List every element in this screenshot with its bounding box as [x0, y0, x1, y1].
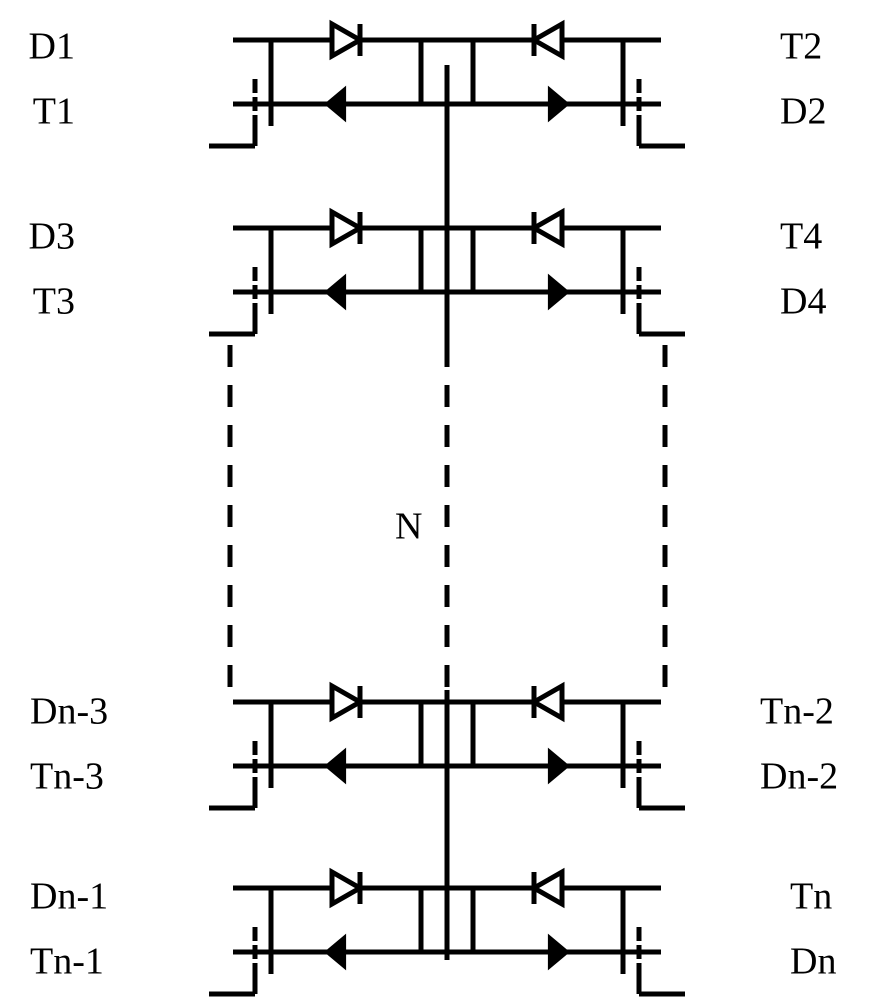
svg-text:D1: D1	[29, 26, 75, 68]
svg-text:Dn-2: Dn-2	[760, 756, 838, 798]
svg-text:Tn-1: Tn-1	[30, 941, 104, 983]
svg-text:T1: T1	[33, 91, 75, 133]
svg-text:D4: D4	[780, 281, 826, 323]
svg-text:T2: T2	[780, 26, 822, 68]
svg-text:N: N	[395, 506, 422, 548]
svg-text:D2: D2	[780, 91, 826, 133]
svg-text:T4: T4	[780, 216, 822, 258]
svg-text:Tn-2: Tn-2	[760, 691, 834, 733]
svg-text:Tn-3: Tn-3	[30, 756, 104, 798]
svg-text:Dn-1: Dn-1	[30, 876, 108, 918]
svg-text:Dn: Dn	[790, 941, 836, 983]
svg-text:T3: T3	[33, 281, 75, 323]
svg-text:Dn-3: Dn-3	[30, 691, 108, 733]
svg-text:Tn: Tn	[790, 876, 832, 918]
svg-text:D3: D3	[29, 216, 75, 258]
